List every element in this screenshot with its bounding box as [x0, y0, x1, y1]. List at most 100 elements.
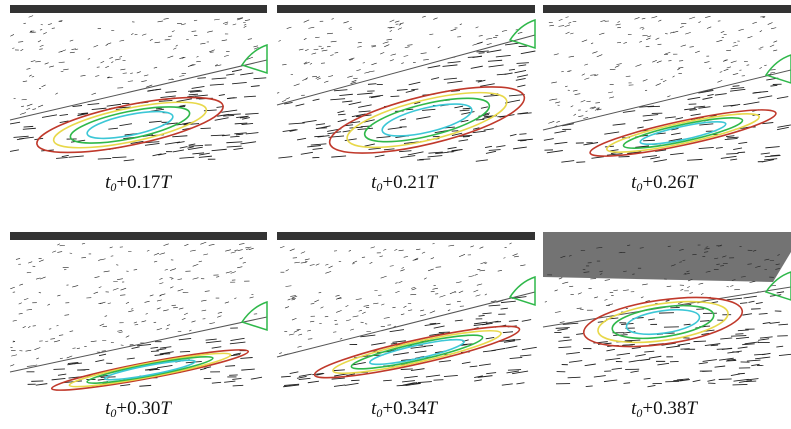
velocity-vector — [112, 157, 126, 158]
velocity-vector — [444, 375, 458, 376]
velocity-vector — [10, 122, 20, 124]
velocity-vector — [302, 120, 316, 122]
velocity-vector — [332, 18, 334, 19]
velocity-vector — [569, 56, 574, 57]
velocity-vector — [139, 385, 151, 386]
velocity-vector — [189, 144, 196, 145]
velocity-vector — [431, 78, 439, 80]
velocity-vector — [491, 348, 505, 350]
velocity-vector — [145, 369, 159, 370]
velocity-vector — [506, 346, 518, 348]
velocity-vector — [330, 55, 333, 56]
corner-contour — [242, 302, 267, 330]
velocity-vector — [721, 31, 724, 32]
velocity-vector — [643, 119, 653, 120]
velocity-vector — [566, 352, 580, 354]
velocity-vector — [705, 16, 710, 17]
velocity-vector — [19, 303, 22, 304]
velocity-vector — [486, 38, 492, 39]
velocity-vector — [77, 348, 80, 349]
velocity-vector — [516, 383, 524, 384]
velocity-vector — [489, 150, 501, 151]
velocity-vector — [404, 55, 409, 56]
velocity-vector — [470, 366, 478, 367]
velocity-vector — [594, 376, 606, 378]
velocity-vector — [103, 326, 107, 327]
velocity-vector — [656, 83, 661, 85]
velocity-vector — [39, 292, 41, 293]
velocity-vector — [105, 66, 109, 68]
velocity-vector — [119, 332, 123, 333]
velocity-vector — [320, 307, 323, 308]
velocity-vector — [677, 68, 680, 70]
velocity-vector — [517, 75, 528, 77]
velocity-vector — [557, 329, 567, 331]
velocity-vector — [206, 339, 217, 340]
velocity-vector — [87, 104, 99, 105]
velocity-vector — [322, 50, 328, 51]
velocity-vector — [200, 242, 206, 244]
velocity-vector — [233, 148, 243, 149]
velocity-vector — [349, 250, 351, 251]
velocity-vector — [34, 348, 40, 350]
velocity-vector — [640, 359, 650, 360]
velocity-vector — [23, 128, 36, 129]
velocity-vector — [278, 157, 292, 158]
velocity-vector — [26, 350, 32, 351]
velocity-vector — [107, 104, 121, 106]
velocity-vector — [56, 325, 58, 326]
velocity-vector — [27, 272, 31, 273]
velocity-vector — [469, 276, 475, 277]
velocity-vector — [438, 46, 441, 47]
velocity-vector — [439, 295, 445, 297]
velocity-vector — [405, 47, 410, 48]
velocity-vector — [424, 278, 427, 280]
velocity-vector — [764, 159, 777, 160]
velocity-vector — [371, 247, 375, 248]
velocity-vector — [736, 337, 749, 338]
velocity-vector — [430, 311, 435, 313]
velocity-vector — [597, 55, 603, 57]
velocity-vector — [192, 153, 204, 154]
velocity-vector — [36, 384, 48, 386]
velocity-vector — [480, 247, 484, 249]
velocity-vector — [225, 302, 229, 303]
velocity-vector — [768, 22, 773, 24]
velocity-vector — [403, 306, 406, 308]
velocity-vector — [576, 162, 585, 163]
velocity-vector — [214, 19, 220, 20]
velocity-vector — [753, 92, 762, 93]
velocity-vector — [191, 65, 196, 66]
velocity-vector — [401, 369, 413, 370]
velocity-vector — [431, 258, 434, 259]
velocity-vector — [94, 292, 98, 294]
velocity-vector — [10, 34, 14, 36]
velocity-vector — [720, 72, 722, 73]
velocity-vector — [503, 332, 513, 333]
velocity-vector — [294, 262, 299, 263]
velocity-vector — [209, 323, 215, 324]
velocity-vector — [302, 79, 307, 81]
velocity-vector — [727, 137, 738, 138]
velocity-vector — [154, 67, 157, 68]
velocity-vector — [554, 142, 567, 144]
velocity-vector — [334, 385, 345, 387]
velocity-vector — [62, 155, 69, 156]
velocity-vector — [155, 354, 164, 355]
velocity-vector — [776, 346, 783, 347]
velocity-vector — [604, 299, 607, 300]
velocity-vector — [391, 54, 396, 55]
velocity-vector — [158, 21, 164, 22]
velocity-vector — [558, 26, 564, 27]
velocity-vector — [687, 286, 690, 287]
velocity-vector — [390, 266, 394, 267]
velocity-vector — [755, 357, 770, 359]
velocity-vector — [777, 97, 788, 99]
velocity-vector — [555, 102, 560, 103]
velocity-vector — [610, 150, 619, 151]
velocity-vector — [520, 140, 526, 141]
velocity-vector — [731, 61, 737, 63]
velocity-vector — [716, 147, 723, 148]
velocity-vector — [516, 78, 526, 80]
velocity-vector — [100, 259, 105, 260]
